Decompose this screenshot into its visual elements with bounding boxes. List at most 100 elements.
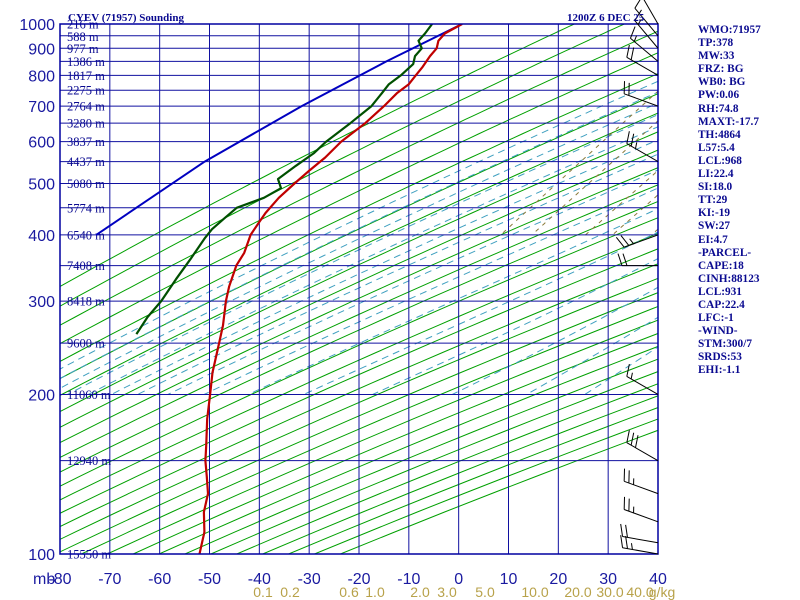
temperature-tick-label: 10 — [500, 571, 518, 588]
height-label: 588 m — [67, 30, 99, 44]
mixing-ratio-label: 0.2 — [280, 584, 300, 600]
wind-barb-staff — [626, 56, 659, 76]
wind-barb — [623, 81, 659, 107]
wind-barb-flag — [630, 432, 635, 446]
wind-barb — [617, 253, 658, 267]
wind-barb-flag — [626, 430, 630, 443]
pressure-tick-label: 500 — [28, 177, 55, 194]
moist-adiabat — [167, 169, 658, 395]
index-item: LI:22.4 — [698, 168, 734, 181]
mixing-ratio-label: 0.1 — [253, 584, 273, 600]
wind-barb — [620, 535, 659, 555]
wind-barb-half-flag — [630, 543, 633, 550]
wind-barb-flag — [625, 524, 628, 538]
mixing-ratio-label: 1.0 — [365, 584, 385, 600]
wind-barb-staff — [624, 509, 659, 523]
wind-barb-half-flag — [637, 18, 642, 25]
wind-barb — [626, 131, 659, 163]
moist-adiabat — [372, 258, 658, 395]
mixing-ratio-label: 30.0 — [596, 584, 623, 600]
wind-barb-flag — [630, 47, 635, 60]
pressure-tick-label: 600 — [28, 135, 55, 152]
wind-barb-half-flag — [634, 142, 638, 149]
wind-barb-flag — [629, 26, 636, 39]
grid-background — [60, 24, 658, 554]
wind-barb — [629, 26, 659, 62]
index-item: RH:74.8 — [698, 102, 739, 115]
moist-adiabat — [88, 126, 658, 395]
wind-barb-staff — [634, 7, 659, 37]
pressure-tick-label: 200 — [28, 387, 55, 404]
pressure-tick-label: 700 — [28, 99, 55, 116]
height-label: 977 m — [67, 42, 99, 56]
wind-barb-flag — [626, 44, 630, 58]
dry-adiabat — [60, 131, 658, 413]
wind-barb-staff — [624, 93, 659, 107]
index-item: EI:4.7 — [698, 233, 728, 246]
height-label: 1817 m — [67, 69, 105, 83]
parcel-line — [95, 24, 463, 236]
mixing-ratio-label: 40.0 — [626, 584, 653, 600]
index-item: PW:0.06 — [698, 89, 740, 102]
moist-adiabat — [111, 139, 658, 395]
wind-barb-staff — [630, 37, 659, 62]
moist-adiabat — [60, 91, 658, 380]
dry-adiabat — [60, 167, 658, 444]
height-label: 1386 m — [67, 55, 105, 69]
temperature-line — [198, 24, 463, 554]
dry-adiabat — [60, 52, 658, 345]
wind-barb-flag — [634, 9, 642, 21]
wind-barb-flag — [634, 0, 641, 9]
wind-barb — [643, 0, 659, 25]
moist-adiabat — [67, 114, 658, 395]
moist-adiabat — [248, 208, 658, 395]
mixing-ratio-label: 10.0 — [521, 584, 548, 600]
wind-barb — [626, 363, 659, 395]
wind-barb-staff — [622, 536, 659, 544]
dry-adiabat — [60, 248, 658, 514]
dry-adiabat — [60, 93, 658, 380]
chart-time: 1200Z 6 DEC 25 — [567, 12, 645, 24]
height-label: 9600 m — [67, 337, 105, 351]
index-item: TT:29 — [698, 194, 728, 207]
temperature-tick-label: 30 — [599, 571, 617, 588]
index-item: -WIND- — [698, 325, 738, 338]
height-label: 4437 m — [67, 155, 105, 169]
height-label: 11060 m — [67, 388, 111, 402]
wind-barb-flag — [617, 253, 623, 266]
index-item: LFC:-1 — [698, 312, 734, 325]
index-item: LCL:968 — [698, 154, 742, 167]
dry-adiabat — [60, 112, 658, 396]
index-item: FRZ: BG — [698, 63, 744, 76]
wind-barb-staff — [634, 20, 659, 49]
wind-barb — [626, 430, 659, 462]
mixing-ratio-label: 20.0 — [564, 584, 591, 600]
index-item: STM:300/7 — [698, 338, 752, 351]
index-item: KI:-19 — [698, 207, 731, 220]
dry-adiabat — [60, 184, 658, 459]
wind-barb-staff — [626, 143, 659, 163]
height-label: 2764 m — [67, 100, 105, 114]
wind-barb — [623, 468, 659, 495]
index-item: WB0: BG — [698, 76, 746, 89]
wind-barb-staff — [626, 376, 659, 395]
wind-barb-flag — [615, 237, 625, 248]
wind-barb — [615, 234, 659, 248]
pressure-tick-label: 1000 — [19, 17, 55, 34]
temperature-tick-label: -80 — [48, 571, 71, 588]
wind-barb-flag — [625, 536, 628, 549]
wind-barb-staff — [626, 442, 659, 462]
index-item: CAP:22.4 — [698, 298, 745, 311]
mixing-ratio-label: 3.0 — [437, 584, 457, 600]
pressure-tick-label: 400 — [28, 228, 55, 245]
wind-barb — [634, 0, 659, 37]
wind-barb-flag — [620, 235, 630, 246]
pressure-tick-label: 100 — [28, 547, 55, 564]
dewpoint-line — [135, 24, 433, 335]
height-label: 5080 m — [67, 177, 105, 191]
dry-adiabat — [81, 305, 658, 554]
dry-adiabat — [60, 200, 658, 473]
mixing-ratio-label: 2.0 — [410, 584, 430, 600]
dry-adiabat — [60, 232, 658, 501]
